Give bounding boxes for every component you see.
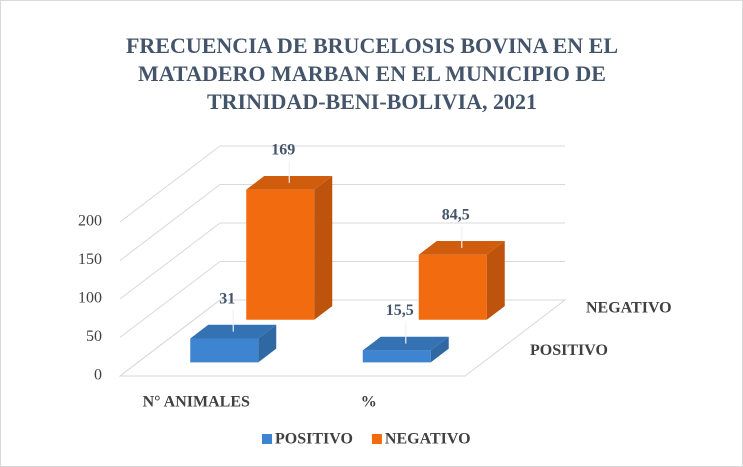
chart-title: MATADERO MARBAN EN EL MUNICIPIO DE	[138, 61, 606, 86]
bar-top	[418, 241, 505, 255]
y-tick-label: 200	[78, 213, 102, 230]
y-tick-label: 100	[78, 290, 102, 307]
bar-front	[418, 254, 487, 320]
bar-side	[486, 241, 505, 320]
x-tick-label: %	[361, 394, 377, 411]
bar-top	[246, 175, 333, 190]
depth-label: NEGATIVO	[586, 300, 672, 317]
bar	[418, 241, 505, 320]
y-tick-label: 0	[94, 367, 102, 384]
grid-line	[119, 184, 221, 261]
bar-front	[362, 350, 431, 363]
grid-line	[119, 299, 221, 377]
legend-swatch	[262, 434, 272, 444]
chart-title: TRINIDAD-BENI-BOLIVIA, 2021	[207, 89, 537, 114]
y-tick-label: 50	[86, 328, 102, 345]
bar-front	[190, 338, 259, 363]
chart-title: FRECUENCIA DE BRUCELOSIS BOVINA EN EL	[126, 33, 618, 58]
bar-side	[314, 175, 333, 320]
value-label: 31	[219, 290, 235, 307]
grid-line	[119, 145, 221, 223]
legend-swatch	[371, 434, 382, 444]
y-tick-label: 150	[78, 251, 102, 268]
bar-front	[246, 189, 315, 320]
x-tick-label: N° ANIMALES	[143, 394, 250, 411]
depth-label: POSITIVO	[530, 342, 608, 359]
grid-line	[119, 222, 221, 300]
value-label: 84,5	[442, 207, 470, 224]
bar	[246, 175, 333, 320]
legend-label: NEGATIVO	[385, 431, 471, 448]
value-label: 169	[271, 141, 295, 158]
value-label: 15,5	[386, 302, 414, 319]
grid-line	[119, 261, 221, 338]
bar-side	[258, 324, 277, 363]
bar-side	[430, 336, 449, 363]
legend-label: POSITIVO	[275, 431, 353, 448]
